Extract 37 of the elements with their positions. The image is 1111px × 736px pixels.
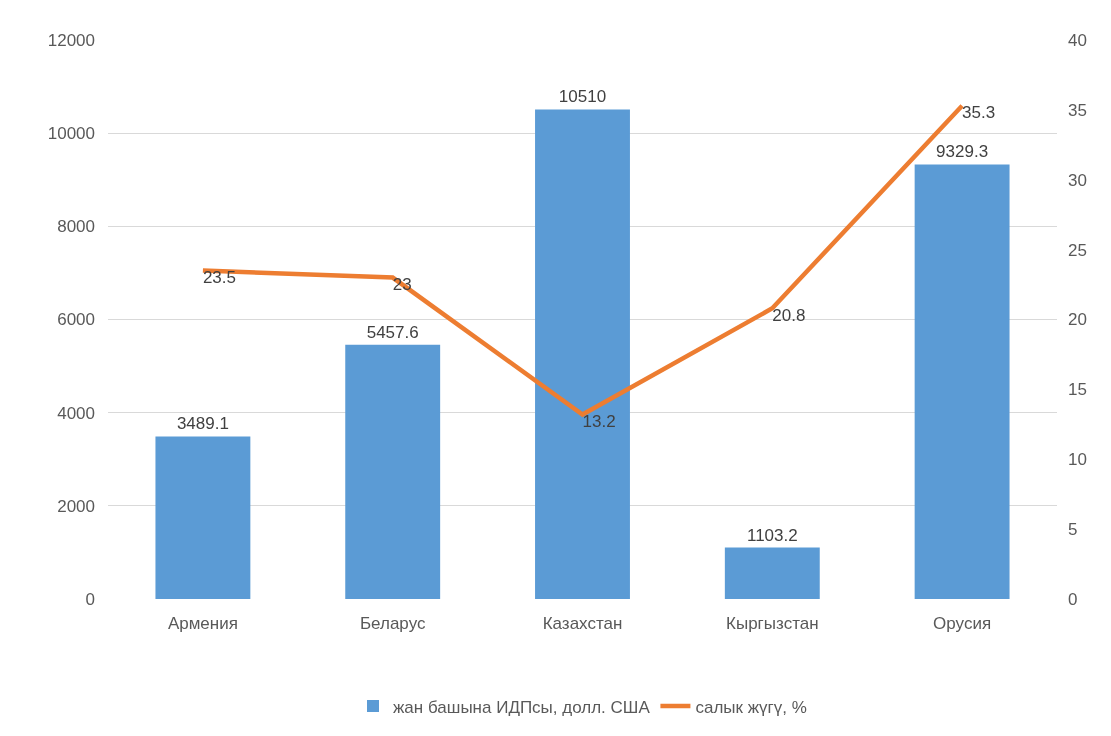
- y2-tick-label: 10: [1068, 450, 1087, 470]
- y2-tick-label: 25: [1068, 240, 1087, 260]
- y-tick-label: 8000: [57, 217, 95, 237]
- y2-tick-label: 35: [1068, 100, 1087, 120]
- y2-tick-label: 30: [1068, 170, 1087, 190]
- bar: [535, 109, 630, 599]
- data-label: 20.8: [772, 306, 806, 326]
- x-tick-label: Казахстан: [542, 614, 623, 633]
- x-tick-label: Кыргызстан: [726, 614, 819, 633]
- y2-tick-label: 5: [1068, 520, 1078, 540]
- x-tick-label: Орусия: [933, 614, 992, 633]
- bar: [345, 344, 441, 599]
- y-tick-label: 12000: [47, 30, 95, 50]
- data-label: 35.3: [962, 103, 996, 123]
- y-tick-label: 10000: [47, 124, 95, 144]
- x-tick-label: Армения: [167, 614, 238, 633]
- data-label: 5457.6: [366, 322, 419, 342]
- y-tick-label: 2000: [57, 496, 95, 516]
- x-tick-label: Беларус: [359, 614, 426, 633]
- data-label: 13.2: [582, 412, 616, 432]
- data-label: 3489.1: [176, 414, 229, 434]
- legend-label: салык жүгү, %: [695, 697, 807, 717]
- y2-tick-label: 20: [1068, 310, 1087, 330]
- data-label: 9329.3: [936, 142, 989, 162]
- bar: [724, 547, 820, 599]
- data-label: 10510: [558, 87, 607, 107]
- y2-tick-label: 15: [1068, 380, 1087, 400]
- data-label: 1103.2: [746, 525, 798, 545]
- y-tick-label: 0: [85, 589, 95, 609]
- y2-tick-label: 0: [1068, 589, 1078, 609]
- data-label: 23.5: [202, 268, 236, 288]
- legend-label: жан башына ИДПсы, долл. США: [393, 697, 651, 717]
- bar: [914, 164, 1010, 599]
- y-tick-label: 4000: [57, 403, 95, 423]
- y-tick-label: 6000: [57, 310, 95, 330]
- bar: [155, 436, 251, 599]
- y2-tick-label: 40: [1068, 30, 1087, 50]
